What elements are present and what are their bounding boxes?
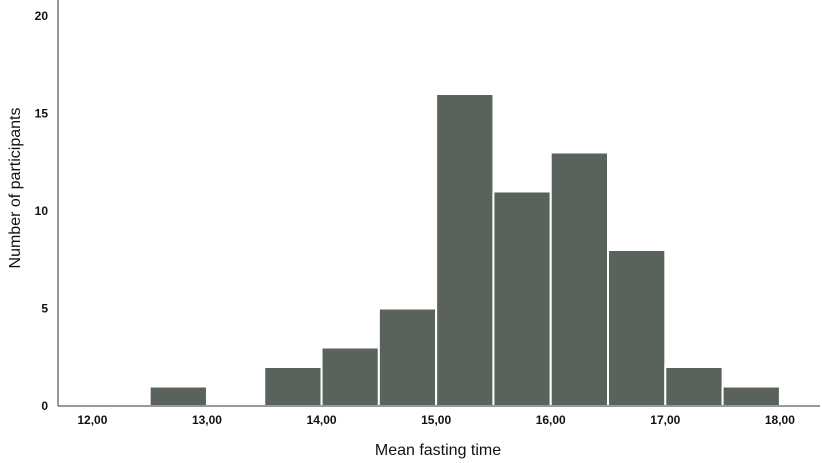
histogram-bar	[721, 385, 781, 407]
histogram-bar	[148, 385, 208, 407]
x-tick-label: 15,00	[421, 413, 451, 427]
x-tick-label: 18,00	[765, 413, 795, 427]
histogram-bar	[320, 346, 380, 407]
y-tick-label: 10	[35, 204, 49, 218]
bars-layer	[148, 93, 781, 407]
y-tick-label: 5	[41, 302, 48, 316]
x-tick-label: 17,00	[650, 413, 680, 427]
x-axis-title: Mean fasting time	[375, 442, 501, 459]
histogram-bar	[549, 151, 610, 407]
y-tick-label: 0	[41, 399, 48, 413]
x-tick-label: 13,00	[192, 413, 222, 427]
histogram-bar	[607, 249, 667, 407]
y-tick-label: 15	[35, 107, 49, 121]
x-tick-label: 12,00	[77, 413, 107, 427]
histogram-bar	[263, 366, 323, 407]
x-tick-label: 16,00	[536, 413, 566, 427]
y-ticks-layer: 0 5 10 15 20	[35, 9, 49, 413]
y-axis-title: Number of participants	[7, 108, 24, 269]
x-ticks-layer: 12,00 13,00 14,00 15,00 16,00 17,00 18,00	[77, 413, 795, 427]
histogram-bar	[492, 190, 552, 407]
histogram-bar	[435, 93, 495, 407]
histogram-bar	[377, 307, 438, 407]
histogram-bar	[664, 366, 724, 407]
x-tick-label: 14,00	[307, 413, 337, 427]
y-tick-label: 20	[35, 9, 49, 23]
